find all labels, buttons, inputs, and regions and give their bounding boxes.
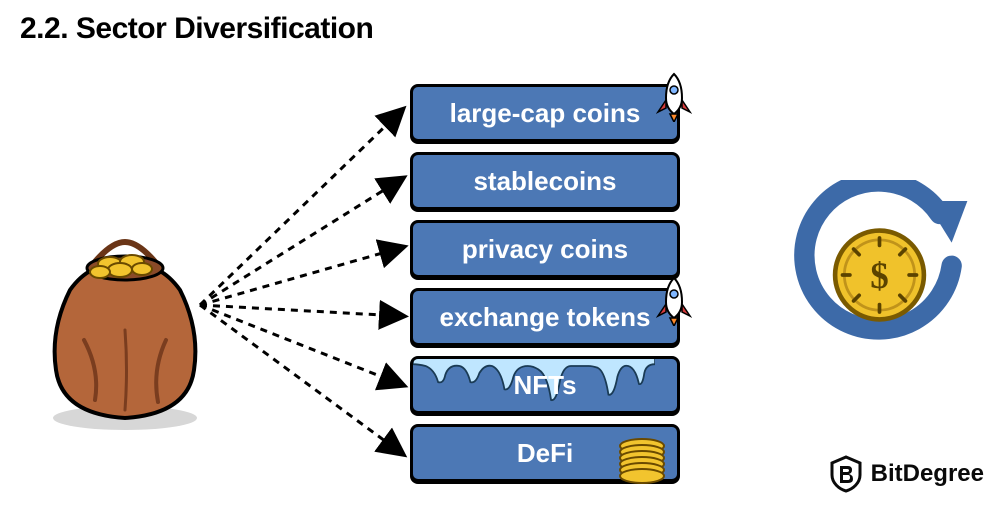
sector-box: large-cap coins: [410, 84, 680, 142]
bitdegree-shield-icon: [829, 455, 863, 493]
bitdegree-logo: BitDegree: [829, 455, 984, 493]
brand-label: BitDegree: [871, 460, 984, 488]
sector-label: privacy coins: [462, 234, 628, 265]
sector-box: NFTs: [410, 356, 680, 414]
return-cycle-icon: $: [787, 180, 972, 370]
sector-box: privacy coins: [410, 220, 680, 278]
svg-text:$: $: [870, 256, 889, 297]
sector-label: DeFi: [517, 438, 573, 469]
rocket-icon: [656, 72, 692, 122]
page: 2.2. Sector Diversification: [0, 0, 1000, 507]
section-title: 2.2. Sector Diversification: [20, 12, 373, 46]
diversification-arrows: [190, 80, 430, 480]
sector-label: large-cap coins: [450, 98, 641, 129]
coin-bag-icon: [40, 220, 210, 430]
sector-box: stablecoins: [410, 152, 680, 210]
rocket-icon: [656, 276, 692, 326]
sector-label: NFTs: [513, 370, 576, 401]
sector-label: stablecoins: [473, 166, 616, 197]
coin-stack-icon: [616, 438, 668, 484]
sector-label: exchange tokens: [440, 302, 651, 333]
sector-box: exchange tokens: [410, 288, 680, 346]
